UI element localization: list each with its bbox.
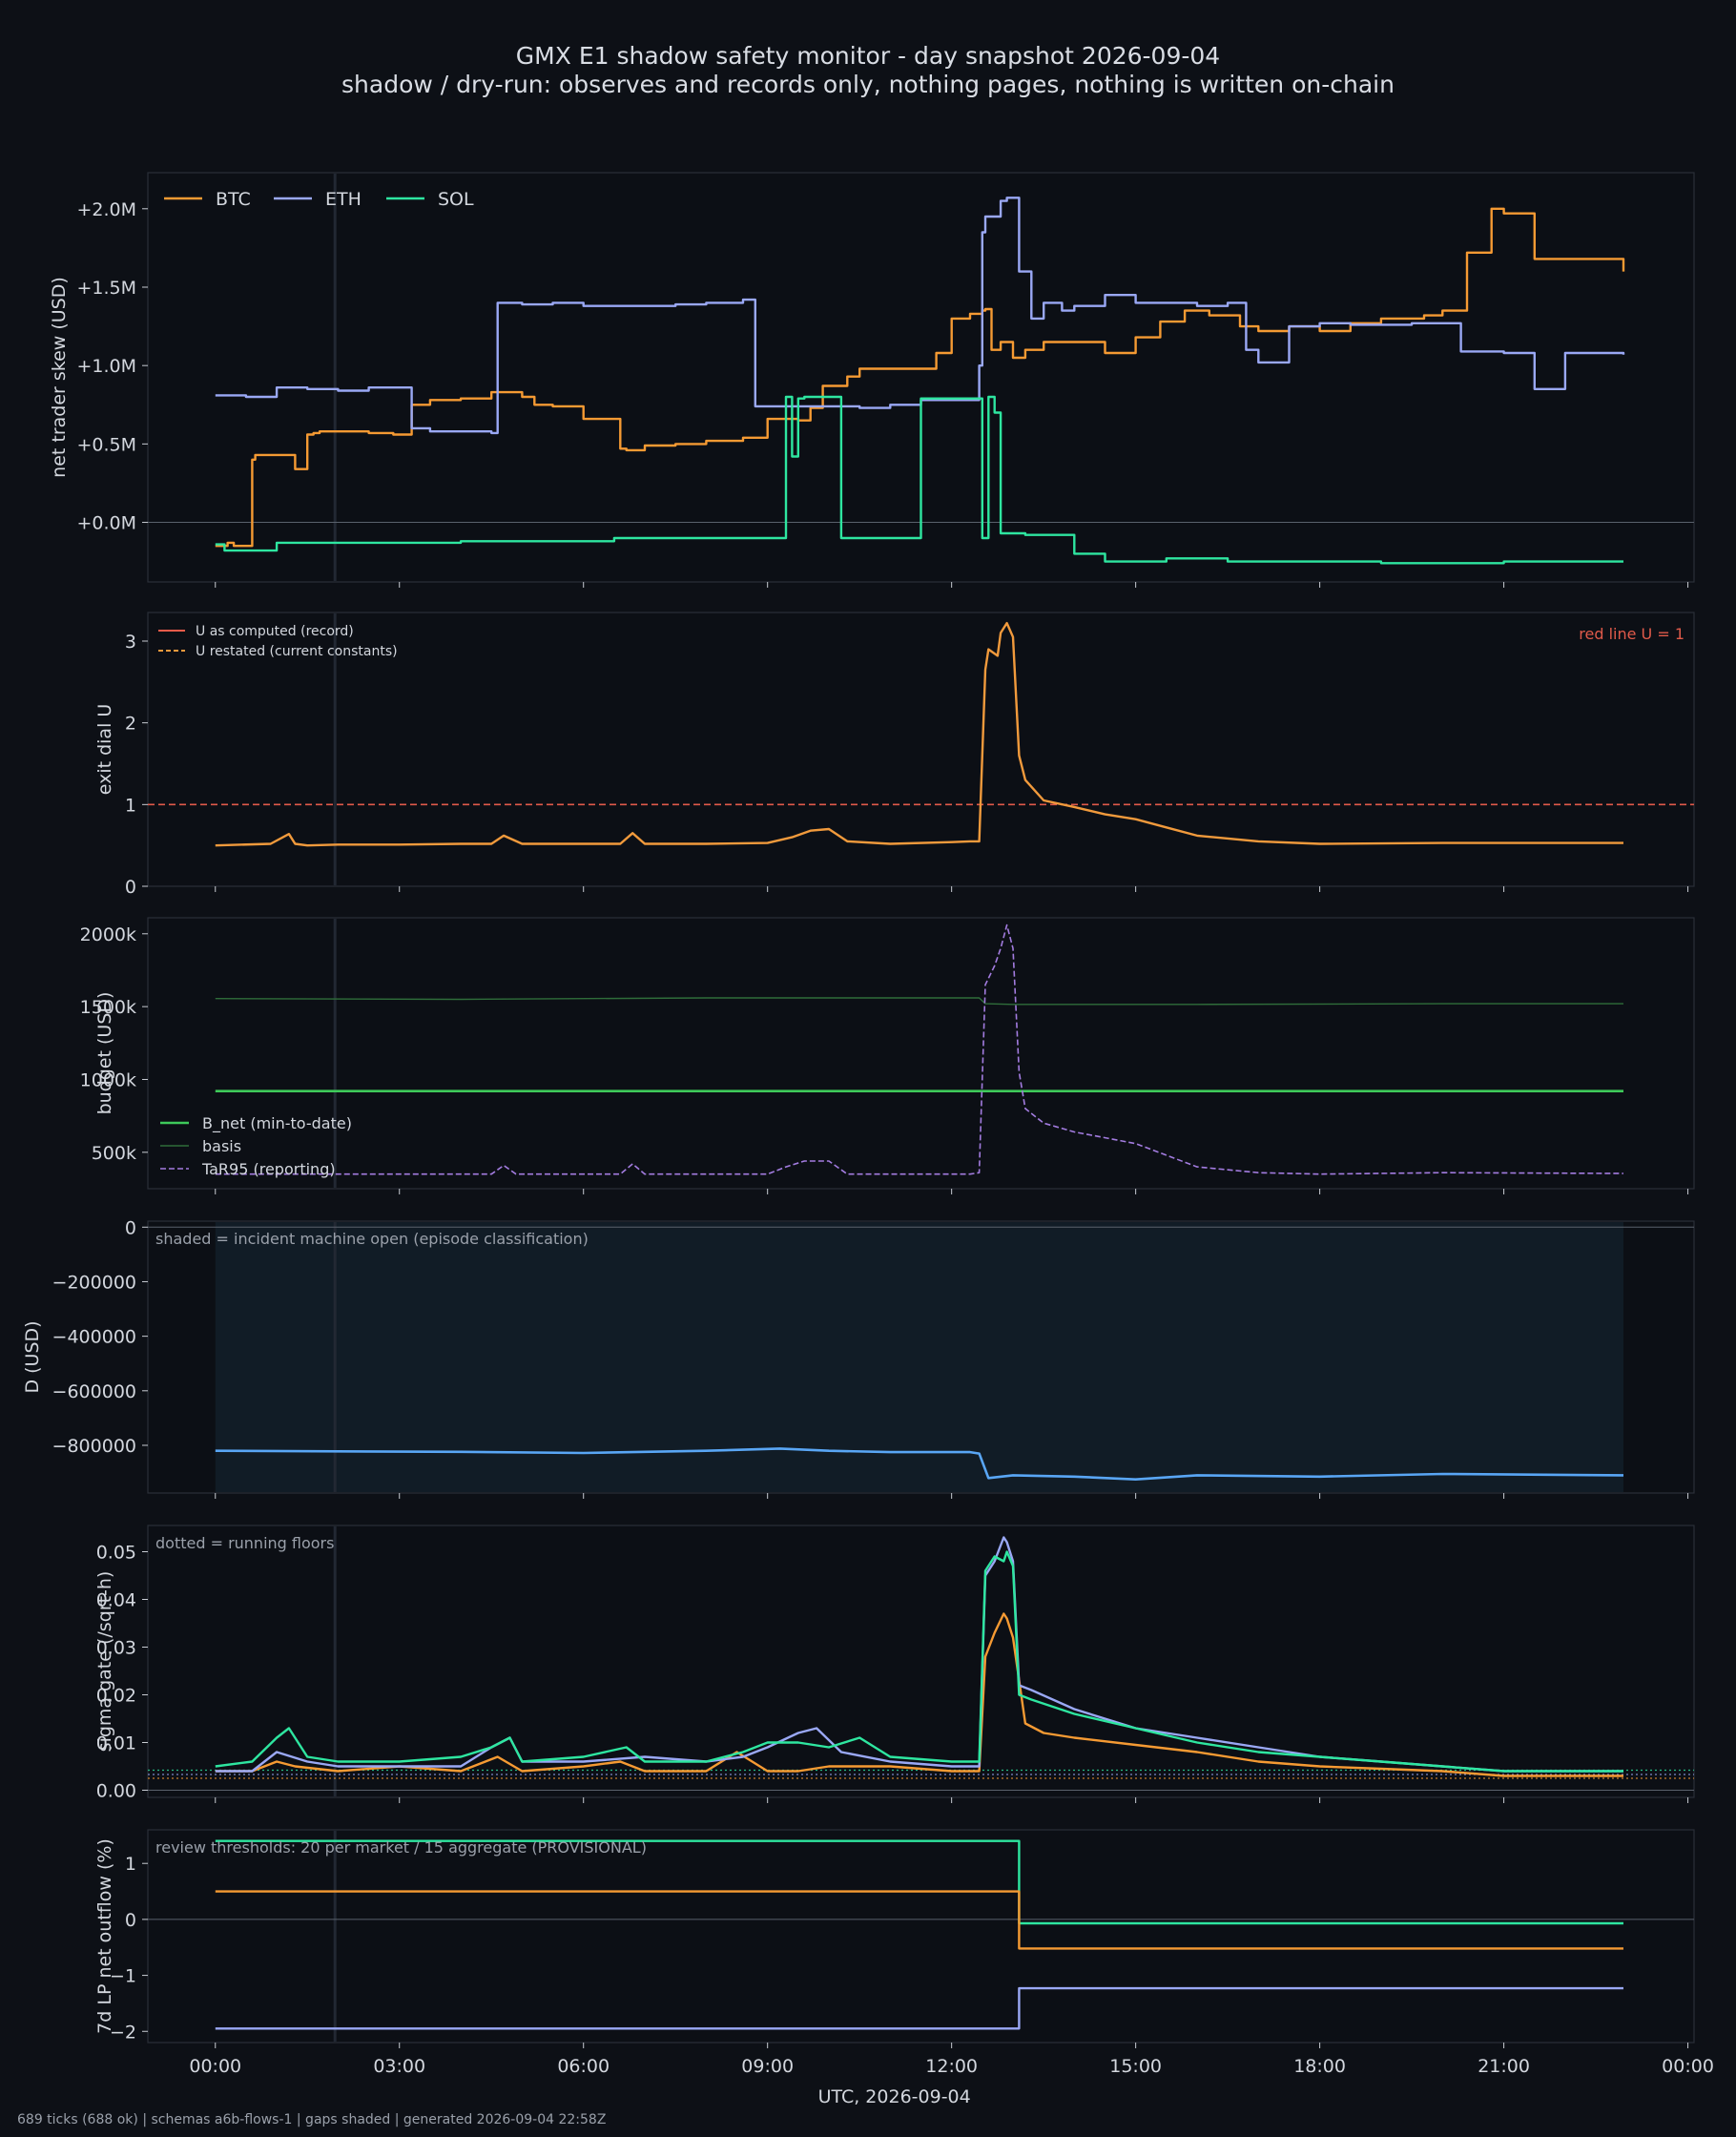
- x-tick-label: 15:00: [1109, 2056, 1162, 2077]
- footer-status: 689 ticks (688 ok) | schemas a6b-flows-1…: [17, 2112, 607, 2127]
- annotation: review thresholds: 20 per market / 15 ag…: [155, 1838, 647, 1857]
- legend-label: ETH: [325, 189, 362, 210]
- y-tick-label: +2.0M: [76, 199, 136, 220]
- x-tick-label: 18:00: [1293, 2056, 1346, 2077]
- y-tick-label: +1.5M: [76, 278, 136, 299]
- y-axis-label: 7d LP net outflow (%): [94, 1838, 115, 2034]
- y-axis-label: exit dial U: [94, 704, 115, 796]
- y-tick-label: 0: [125, 1910, 136, 1931]
- y-tick-label: 0.03: [96, 1638, 136, 1659]
- legend-label: TaR95 (reporting): [201, 1160, 336, 1178]
- series-tar95-reporting: [215, 923, 1624, 1175]
- y-tick-label: 2000k: [80, 924, 136, 945]
- series-btc: [215, 1612, 1623, 1777]
- series-sol: [215, 395, 1623, 565]
- panel-sigma: 0.00 0.01 0.02 0.03 0.04 0.05 sigma gate (/sqr…: [94, 1525, 1695, 1803]
- x-tick-label: 12:00: [925, 2056, 978, 2077]
- y-tick-label: 2: [125, 714, 136, 735]
- panel-budget: 500k 1000k 1500k 2000k budget (USD) B_net (mi…: [80, 917, 1695, 1194]
- y-tick-label: −800000: [52, 1436, 136, 1457]
- chart-title: GMX E1 shadow safety monitor - day snaps…: [515, 42, 1221, 70]
- panel-skew: +0.0M +0.5M +1.0M +1.5M +2.0M net trader skew…: [49, 172, 1695, 588]
- series-sol: [215, 1839, 1623, 1925]
- annotation: dotted = running floors: [155, 1534, 334, 1552]
- y-tick-label: −600000: [52, 1381, 136, 1402]
- incident-shade: [215, 1222, 1624, 1492]
- x-axis-label: UTC, 2026-09-04: [818, 2086, 971, 2107]
- annotation: red line U = 1: [1579, 625, 1684, 643]
- x-tick-label: 06:00: [557, 2056, 610, 2077]
- y-tick-label: 1000k: [80, 1069, 136, 1090]
- series-d: [215, 1447, 1624, 1481]
- y-tick-label: −1: [110, 1966, 136, 1987]
- panel-frame: [147, 917, 1695, 1190]
- panel-d: 0 −200000 −400000 −600000 −800000 D (USD) shad…: [22, 1217, 1695, 1499]
- legend-label: BTC: [216, 189, 251, 210]
- x-tick-label: 09:00: [741, 2056, 794, 2077]
- y-tick-label: 1: [125, 795, 136, 816]
- y-axis-label: D (USD): [22, 1320, 43, 1393]
- series-btc: [215, 207, 1625, 548]
- y-tick-label: −200000: [52, 1272, 136, 1293]
- panel-exit_dial: 0 1 2 3 exit dial U red line U = 1 U as comput…: [94, 612, 1695, 898]
- panel-frame: [147, 1525, 1695, 1798]
- y-axis-label: budget (USD): [94, 992, 115, 1115]
- series-btc: [215, 1890, 1623, 1950]
- x-tick-label: 21:00: [1478, 2056, 1530, 2077]
- legend-label: U as computed (record): [196, 624, 354, 639]
- y-tick-label: 0.00: [96, 1781, 136, 1802]
- panel-frame: [147, 1829, 1695, 2044]
- legend-label: basis: [202, 1137, 241, 1155]
- chart-subtitle: shadow / dry-run: observes and records o…: [341, 71, 1395, 98]
- x-tick-label: 03:00: [373, 2056, 425, 2077]
- legend-label: SOL: [438, 189, 474, 210]
- y-tick-label: 500k: [92, 1143, 136, 1164]
- y-tick-label: 0: [125, 1217, 136, 1238]
- y-tick-label: 0.01: [96, 1733, 136, 1754]
- panel-frame: [147, 612, 1695, 887]
- y-tick-label: +0.5M: [76, 434, 136, 455]
- series-sol: [215, 1550, 1623, 1773]
- panel-outflow: −2 −1 0 1 7d LP net outflow (%) review thresh…: [94, 1829, 1695, 2048]
- y-tick-label: +1.0M: [76, 356, 136, 377]
- y-tick-label: +0.0M: [76, 513, 136, 534]
- y-tick-label: −2: [110, 2022, 136, 2043]
- legend-label: B_net (min-to-date): [202, 1114, 352, 1133]
- legend-label: U restated (current constants): [196, 644, 398, 659]
- y-tick-label: 3: [125, 632, 136, 653]
- y-tick-label: 1500k: [80, 997, 136, 1018]
- annotation: shaded = incident machine open (episode …: [155, 1230, 589, 1248]
- series-eth: [215, 1536, 1623, 1773]
- y-axis-label: net trader skew (USD): [49, 277, 70, 478]
- y-tick-label: 0.02: [96, 1686, 136, 1707]
- y-axis-label: sigma gate (/sqrt-h): [94, 1571, 115, 1753]
- y-tick-label: 1: [125, 1854, 136, 1875]
- series-basis: [215, 997, 1623, 1006]
- series-eth: [215, 197, 1625, 435]
- y-tick-label: 0.04: [96, 1590, 136, 1611]
- y-tick-label: 0: [125, 877, 136, 898]
- x-tick-label: 00:00: [1662, 2056, 1714, 2077]
- y-tick-label: −400000: [52, 1327, 136, 1348]
- series-eth: [215, 1986, 1623, 2030]
- series-u-restated-current-constants: [215, 621, 1623, 847]
- x-tick-label: 00:00: [189, 2056, 241, 2077]
- y-tick-label: 0.05: [96, 1543, 136, 1564]
